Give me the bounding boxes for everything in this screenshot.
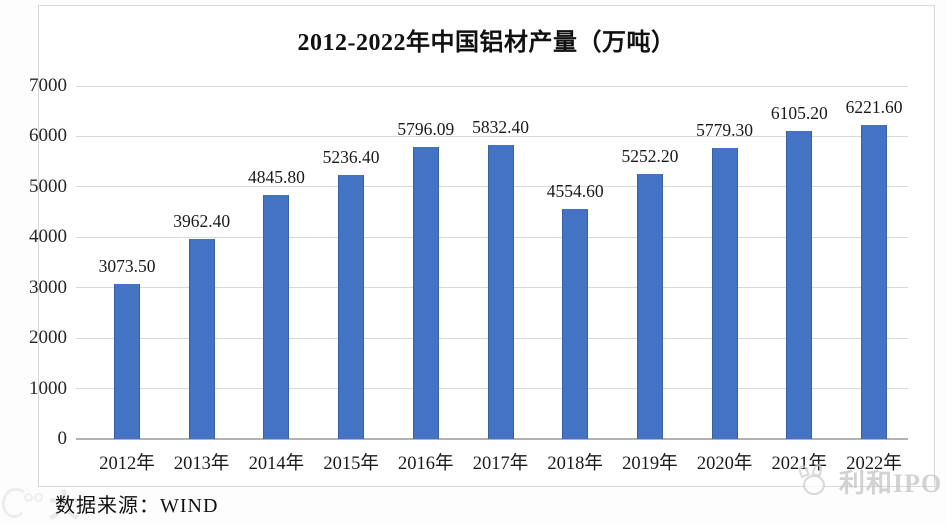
data-source-note: 数据来源：WIND [55,495,219,517]
y-axis-tick-label: 7000 [29,75,67,96]
watermark-logo-shape [2,488,28,518]
y-axis-tick-label: 6000 [29,125,67,147]
bar-value-label: 5832.40 [472,116,529,137]
bar-2016年 [412,146,439,439]
x-axis-tick-label: 2013年 [173,454,230,474]
bar-2019年 [636,174,663,439]
x-axis-tick-label: 2014年 [248,454,305,474]
bar-value-label: 5779.30 [696,119,754,140]
y-axis-tick-label: 2000 [29,327,67,349]
bar-2015年 [338,174,365,439]
bar-value-label: 4554.60 [546,181,604,202]
bar-value-label: 6105.20 [770,103,828,124]
bar-value-label: 5252.20 [621,146,679,167]
chart-title: 2012-2022年中国铝材产量（万吨） [297,30,676,56]
bar-value-label: 4845.80 [247,166,305,187]
y-axis-tick-label: 1000 [29,377,67,399]
x-axis-line [76,438,908,440]
bar-2014年 [263,194,290,439]
x-axis-tick-label: 2015年 [323,454,379,474]
bar-2020年 [711,147,738,439]
watermark-bottom-left: 大 [2,481,80,523]
y-axis-tick-label: 4000 [29,226,67,248]
bar-value-label: 6221.60 [845,97,903,118]
watermark-logo-dot [24,492,33,502]
bar-2018年 [562,209,589,439]
x-axis-tick-label: 2019年 [622,454,678,474]
bar-2022年 [861,125,887,439]
x-axis-tick-label: 2021年 [771,454,828,474]
watermark-bottom-right: 利和IPO [793,462,943,500]
x-axis-tick-label: 2012年 [99,454,155,474]
bar-value-label: 3073.50 [98,256,156,277]
bar-2012年 [114,284,140,439]
x-axis-tick-label: 2020年 [696,454,753,474]
watermark-mascot-icon [793,462,837,499]
y-axis-tick-label: 3000 [29,276,67,298]
bar-value-label: 3962.40 [173,211,231,232]
watermark-logo-char: 大 [49,490,80,523]
bar-2013年 [188,239,215,439]
bar-value-label: 5236.40 [322,146,380,167]
y-axis-tick-label: 0 [57,428,68,449]
x-axis-tick-label: 2016年 [398,454,454,474]
watermark-brand-text: 利和IPO [839,469,943,498]
y-axis-tick-label: 5000 [29,175,67,197]
x-axis-tick-label: 2017年 [472,454,529,474]
bar-2021年 [786,131,813,439]
bar-value-label: 5796.09 [397,118,455,139]
watermark-logo-dot [34,492,43,502]
gridline [76,85,908,87]
chart-frame: 2012-2022年中国铝材产量（万吨） 0 1000 2000 3000 4000 50… [29,5,935,487]
plot-area: 0 1000 2000 3000 4000 5000 6000 7000 3073.50 2012… [29,76,908,474]
x-axis-tick-label: 2018年 [547,454,603,474]
gridline [76,135,908,137]
x-axis-tick-label: 2022年 [846,454,902,474]
bar-2017年 [487,144,514,439]
